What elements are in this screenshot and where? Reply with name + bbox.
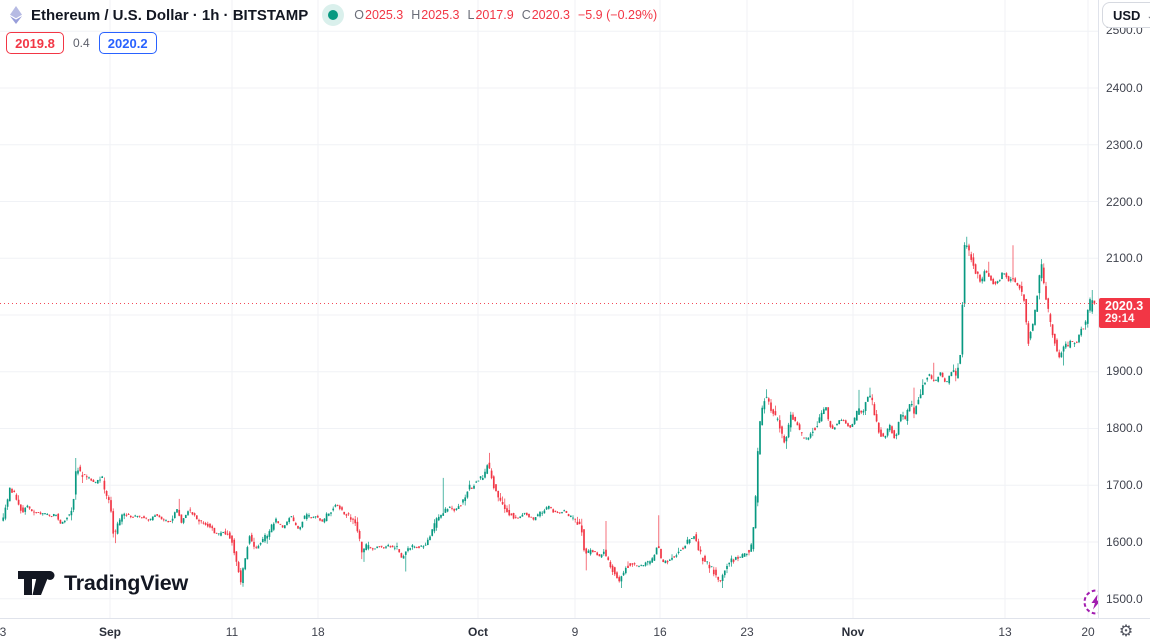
- symbol-title[interactable]: Ethereum / U.S. Dollar · 1h · BITSTAMP: [31, 6, 309, 24]
- time-axis-label: Oct: [467, 625, 489, 639]
- time-axis-label: 23: [740, 625, 754, 639]
- time-axis-label: 13: [998, 625, 1012, 639]
- close-value: 2020.3: [531, 8, 570, 22]
- price-axis[interactable]: 2020.3 29:14 2500.0 2400.0 2300.0 2200.0 210…: [1098, 0, 1150, 618]
- time-axis-label: 9: [571, 625, 579, 639]
- spread-value: 0.4: [73, 36, 90, 50]
- grid-lines: [0, 0, 1098, 618]
- price-axis-label: 1700.0: [1106, 478, 1143, 492]
- price-axis-label: 1900.0: [1106, 364, 1143, 378]
- price-axis-label: 1500.0: [1106, 592, 1143, 606]
- market-open-icon[interactable]: [322, 4, 345, 26]
- price-axis-label: 1800.0: [1106, 421, 1143, 435]
- bid-ask-row: 2019.8 0.4 2020.2: [6, 32, 657, 54]
- chevron-down-icon: ⌄: [1146, 11, 1150, 22]
- last-price-value: 2020.3: [1105, 299, 1144, 313]
- time-axis-label: 20: [1081, 625, 1095, 639]
- buy-ask-button[interactable]: 2020.2: [98, 32, 157, 54]
- chart-canvas[interactable]: TradingView: [0, 0, 1098, 618]
- last-price-tag: 2020.3 29:14: [1099, 298, 1150, 328]
- time-axis-label: Nov: [841, 625, 865, 639]
- price-axis-label: 2400.0: [1106, 81, 1143, 95]
- candles: [2, 236, 1096, 588]
- high-value: 2025.3: [421, 8, 460, 22]
- price-axis-label: 2100.0: [1106, 251, 1143, 265]
- time-axis-label: 18: [311, 625, 325, 639]
- time-axis-label: 11: [225, 625, 239, 639]
- market-buzz-badge[interactable]: [1082, 588, 1098, 616]
- open-value: 2025.3: [365, 8, 404, 22]
- time-axis-label: 3: [0, 625, 7, 639]
- currency-unit-button[interactable]: USD ⌄: [1102, 2, 1150, 28]
- currency-label: USD: [1113, 7, 1141, 23]
- tradingview-watermark[interactable]: TradingView: [18, 570, 188, 596]
- price-axis-label: 2200.0: [1106, 195, 1143, 209]
- watermark-brand-text: TradingView: [64, 570, 189, 595]
- settings-gear-icon[interactable]: ⚙: [1118, 623, 1134, 640]
- low-value: 2017.9: [475, 8, 514, 22]
- bar-countdown: 29:14: [1105, 313, 1135, 326]
- tradingview-logo-icon: [18, 571, 55, 595]
- time-axis[interactable]: ⚙ 3 Sep 11 18 Oct 9 16 23 Nov 13 20: [0, 618, 1150, 643]
- price-axis-label: 1600.0: [1106, 535, 1143, 549]
- lightning-icon: [1091, 594, 1098, 610]
- chart-legend: Ethereum / U.S. Dollar · 1h · BITSTAMP O…: [6, 4, 658, 54]
- sell-bid-button[interactable]: 2019.8: [6, 32, 64, 54]
- change-value: −5.9 (−0.29%): [577, 8, 658, 22]
- candlestick-chart: [0, 0, 1098, 618]
- time-axis-label: Sep: [98, 625, 122, 639]
- ethereum-icon: [10, 6, 22, 24]
- time-axis-label: 16: [653, 625, 667, 639]
- ohlc-values: O 2025.3 H 2025.3 L 2017.9 C 2020.3 −5.9 (−0…: [354, 8, 658, 22]
- price-axis-label: 2300.0: [1106, 138, 1143, 152]
